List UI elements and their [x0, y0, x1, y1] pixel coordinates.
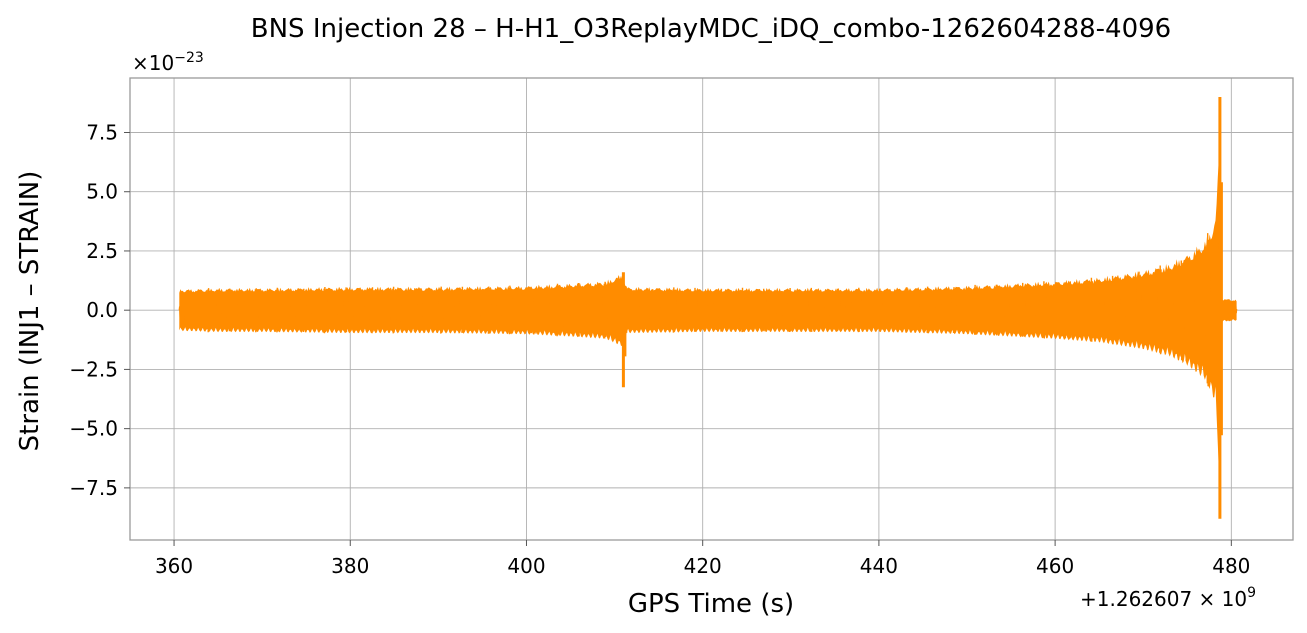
- y-tick-label: 7.5: [86, 120, 118, 144]
- y-tick-label: −7.5: [69, 476, 118, 500]
- y-tick-label: −2.5: [69, 357, 118, 381]
- x-offset-base: +1.262607 × 10: [1080, 587, 1247, 611]
- x-tick-label: 480: [1212, 554, 1250, 578]
- axes-frame: [129, 77, 1294, 541]
- x-offset-exponent: 9: [1247, 585, 1256, 601]
- x-tick-label: 360: [155, 554, 193, 578]
- x-tick-label: 440: [860, 554, 898, 578]
- series-line: [178, 97, 1238, 519]
- series-oscillation: [178, 233, 1238, 387]
- chart-title: BNS Injection 28 – H-H1_O3ReplayMDC_iDQ_…: [251, 14, 1171, 44]
- x-tick-label: 400: [507, 554, 545, 578]
- series-spikes: [621, 97, 1223, 519]
- y-tick-label: 5.0: [86, 180, 118, 204]
- y-scale-exponent: −23: [174, 50, 204, 66]
- y-scale-base: ×10: [132, 51, 174, 75]
- svg-text:×10−23: ×10−23: [132, 50, 204, 75]
- svg-text:+1.262607 × 109: +1.262607 × 109: [1080, 585, 1256, 611]
- x-axis-ticks: 360 380 400 420 440 460 480: [155, 540, 1250, 578]
- y-tick-label: 2.5: [86, 239, 118, 263]
- x-tick-label: 420: [684, 554, 722, 578]
- x-axis-label: GPS Time (s): [628, 589, 794, 619]
- x-tick-label: 380: [331, 554, 369, 578]
- x-tick-label: 460: [1036, 554, 1074, 578]
- y-tick-label: −5.0: [69, 417, 118, 441]
- series-envelope: [179, 156, 1237, 473]
- y-scale-label: ×10−23: [132, 50, 204, 75]
- x-offset-label: +1.262607 × 109: [1080, 585, 1256, 611]
- y-axis-ticks: −7.5 −5.0 −2.5 0.0 2.5 5.0 7.5: [69, 120, 130, 500]
- y-axis-label: Strain (INJ1 – STRAIN): [15, 171, 45, 452]
- y-tick-label: 0.0: [86, 298, 118, 322]
